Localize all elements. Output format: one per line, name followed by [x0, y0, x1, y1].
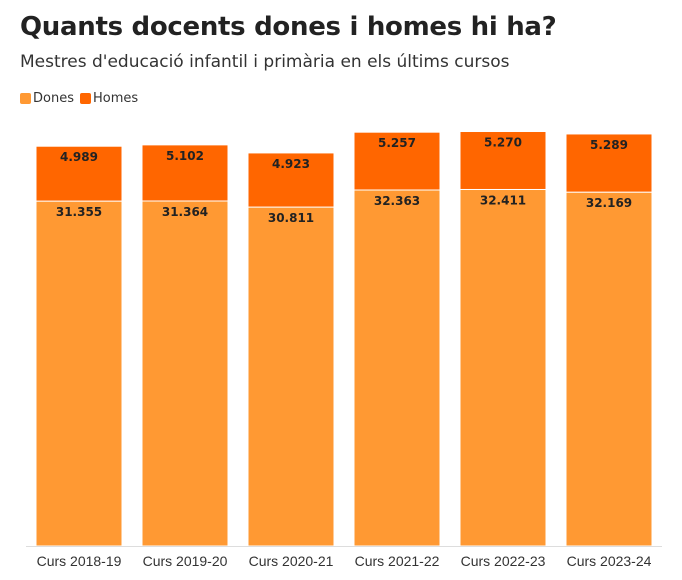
bar-dones-3	[353, 189, 441, 547]
legend: Dones Homes	[20, 91, 144, 106]
x-tick-label-1: Curs 2019-20	[143, 553, 228, 569]
bar-dones-1	[141, 200, 229, 547]
legend-swatch-dones	[20, 93, 31, 104]
data-label-dones-1: 31.364	[162, 205, 208, 219]
legend-item-dones: Dones	[20, 91, 74, 106]
bar-dones-0	[35, 200, 123, 547]
data-label-homes-1: 5.102	[166, 149, 204, 163]
data-label-homes-3: 5.257	[378, 136, 416, 150]
bar-dones-2	[247, 206, 335, 547]
x-tick-label-0: Curs 2018-19	[37, 553, 122, 569]
chart-subtitle: Mestres d'educació infantil i primària e…	[20, 52, 510, 72]
legend-label-dones: Dones	[33, 91, 74, 106]
x-tick-label-5: Curs 2023-24	[567, 553, 652, 569]
legend-swatch-homes	[79, 93, 91, 104]
data-label-homes-4: 5.270	[484, 136, 522, 150]
bar-homes-5	[565, 133, 653, 193]
data-label-dones-2: 30.811	[268, 211, 314, 225]
data-label-dones-4: 32.411	[480, 193, 526, 207]
bar-dones-5	[565, 191, 653, 547]
bar-homes-3	[353, 131, 441, 191]
chart-title: Quants docents dones i homes hi ha?	[20, 12, 557, 42]
x-tick-label-4: Curs 2022-23	[461, 553, 546, 569]
data-label-dones-3: 32.363	[374, 194, 420, 208]
x-tick-label-3: Curs 2021-22	[355, 553, 440, 569]
x-tick-label-2: Curs 2020-21	[249, 553, 334, 569]
data-label-homes-2: 4.923	[272, 157, 310, 171]
data-label-homes-5: 5.289	[590, 138, 628, 152]
legend-label-homes: Homes	[92, 91, 139, 106]
bar-homes-2	[247, 152, 335, 208]
data-label-homes-0: 4.989	[60, 150, 98, 164]
legend-item-homes: Homes	[79, 91, 139, 106]
bar-homes-1	[141, 144, 229, 202]
bar-dones-4	[459, 188, 547, 547]
data-label-dones-0: 31.355	[56, 205, 102, 219]
data-label-dones-5: 32.169	[586, 196, 632, 210]
bar-homes-4	[459, 131, 547, 190]
bar-homes-0	[35, 145, 123, 202]
